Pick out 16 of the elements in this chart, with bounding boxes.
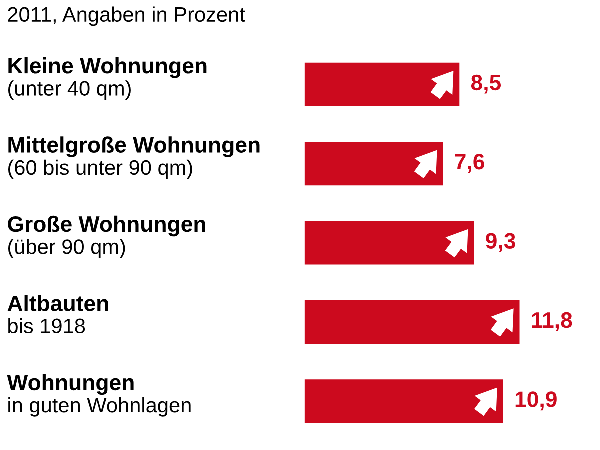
y-tick-label: Große Wohnungen (über 90 qm): [8, 216, 206, 258]
y-tick-label: Wohnungen in guten Wohnlagen: [7, 374, 191, 417]
bar: [304, 62, 460, 106]
bar: [304, 142, 444, 186]
bar: [304, 300, 520, 344]
data-label: 9,3: [486, 233, 516, 252]
text: 2011, Angaben in Prozent: [8, 6, 246, 26]
y-tick-label: Mittelgroße Wohnungen (60 bis unter 90 qm): [8, 136, 260, 180]
bar: [304, 221, 474, 265]
y-tick-label: Kleine Wohnungen (unter 40 qm): [8, 57, 207, 100]
data-label: 10,9: [516, 392, 557, 411]
data-label: 11,8: [532, 312, 572, 332]
data-label: 8,5: [471, 74, 502, 94]
data-label: 7,6: [455, 154, 484, 173]
y-tick-label: Altbauten bis 1918: [8, 295, 108, 334]
bar: [304, 380, 504, 424]
